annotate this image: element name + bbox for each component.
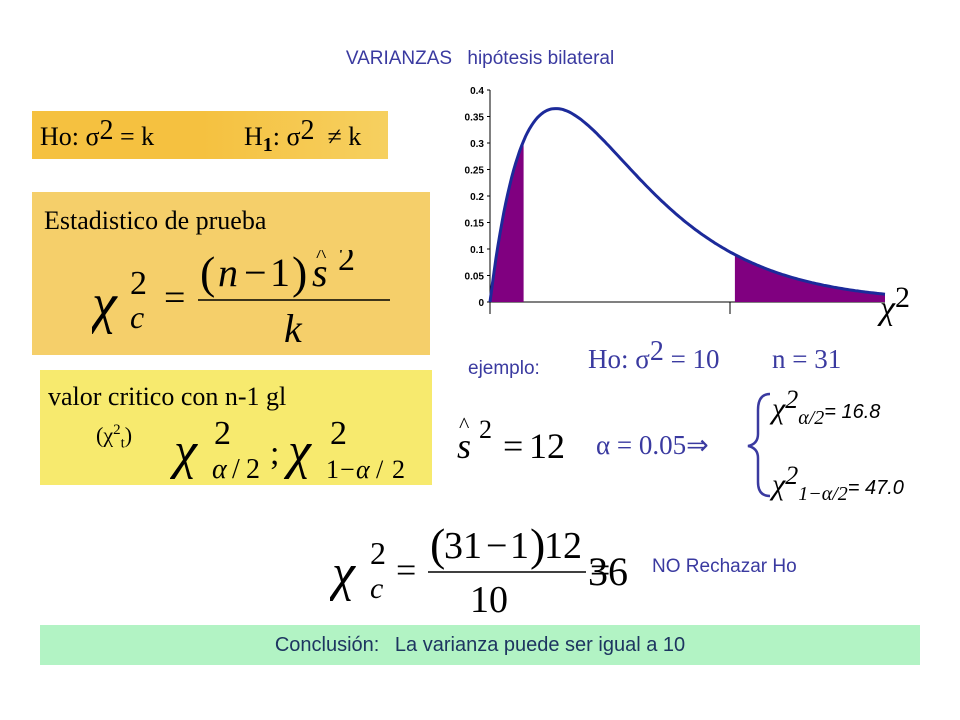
svg-text:α: α	[356, 455, 371, 484]
y-tick-label: 0.05	[465, 272, 485, 283]
svg-text:^: ^	[459, 412, 470, 437]
svg-text:/: /	[376, 455, 384, 484]
svg-text:k: k	[284, 306, 303, 350]
x-axis-label: χ2	[880, 281, 910, 327]
critical-low-value: = 16.8	[824, 401, 881, 423]
y-axis-ticks: 0 0.05 0.1 0.15 0.2 0.25 0.3 0.35 0.4	[465, 86, 490, 309]
svg-text:=: =	[396, 550, 416, 590]
decision: NO Rechazar Ho	[652, 556, 797, 577]
svg-text:/: /	[232, 454, 240, 485]
title-main: VARIANZAS	[345, 48, 453, 69]
hypotheses-box: Ho: σ2 = k H1: σ2 ≠ k	[32, 111, 388, 159]
svg-text:=: =	[164, 277, 185, 319]
svg-text:10: 10	[470, 579, 508, 620]
svg-text:): )	[530, 520, 545, 570]
svg-text:−: −	[244, 250, 267, 295]
svg-text:1: 1	[326, 455, 339, 484]
critical-notation: (χ2t)	[96, 422, 133, 452]
svg-text:2: 2	[246, 454, 260, 485]
statistic-formula: χ 2 c = ( n − 1 ) s ^ 2 k	[92, 250, 390, 350]
calculation-formula: χ 2 c = ( 31 − 1 ) 12 10 =	[330, 520, 610, 620]
page-title: VARIANZAS hipótesis bilateral	[0, 48, 960, 70]
svg-text:χ: χ	[330, 545, 356, 602]
density-curve	[488, 107, 886, 303]
svg-text:χ: χ	[170, 423, 198, 480]
alpha-value: α = 0.05⇒	[596, 430, 709, 460]
critical-value-box: valor critico con n-1 gl (χ2t) χ 2 α / 2…	[40, 370, 432, 485]
svg-text:31: 31	[444, 525, 482, 567]
svg-text:2: 2	[338, 250, 355, 278]
y-tick-label: 0.2	[470, 192, 484, 203]
svg-text:=: =	[503, 426, 523, 466]
y-tick-label: 0.4	[470, 86, 484, 97]
svg-text:): )	[292, 250, 307, 298]
svg-text:^: ^	[316, 250, 327, 267]
svg-text:2: 2	[392, 455, 405, 484]
example-n: n = 31	[772, 344, 842, 374]
y-tick-label: 0.15	[465, 219, 485, 230]
svg-text:(: (	[200, 250, 215, 298]
test-statistic-box: Estadistico de prueba χ 2 c = ( n − 1 ) …	[32, 192, 430, 355]
svg-text:2: 2	[214, 415, 231, 452]
svg-text:=: =	[590, 550, 610, 590]
alt-hypothesis: H1: σ2 ≠ k	[244, 115, 362, 156]
svg-text:c: c	[370, 572, 383, 605]
chi-square-chart: 0 0.05 0.1 0.15 0.2 0.25 0.3 0.35 0.4	[465, 86, 886, 314]
conclusion-label: Conclusión:	[274, 634, 380, 656]
right-tail-region	[734, 254, 885, 302]
y-tick-label: 0.1	[470, 245, 484, 256]
svg-text:2: 2	[479, 415, 492, 444]
conclusion-text: La varianza puede ser igual a 10	[394, 634, 686, 656]
left-tail-region	[490, 141, 524, 302]
svg-text:s: s	[312, 250, 328, 295]
example-label: ejemplo:	[468, 358, 540, 379]
svg-text:12: 12	[544, 525, 582, 567]
y-tick-label: 0.3	[470, 139, 484, 150]
svg-text:12: 12	[529, 426, 565, 466]
critical-high-value: = 47.0	[847, 477, 904, 499]
y-tick-label: 0.25	[465, 166, 485, 177]
svg-text:α: α	[212, 454, 228, 485]
svg-text:2: 2	[370, 535, 386, 571]
critical-label: valor critico con n-1 gl	[48, 382, 287, 411]
y-tick-label: 0	[478, 298, 484, 309]
svg-text:s: s	[457, 426, 471, 466]
y-tick-label: 0.35	[465, 113, 485, 124]
svg-text:χ: χ	[92, 273, 118, 335]
critical-formula: χ 2 α / 2 ; χ 2 1 − α / 2	[170, 415, 405, 485]
title-sub: hipótesis bilateral	[467, 48, 615, 69]
svg-text:2: 2	[130, 265, 147, 302]
svg-text:c: c	[130, 299, 144, 335]
conclusion-bar: Conclusión: La varianza puede ser igual …	[40, 625, 920, 665]
svg-text:2: 2	[330, 415, 347, 452]
svg-text:(: (	[430, 520, 445, 570]
svg-text:1: 1	[270, 250, 290, 295]
critical-high: χ21−α/2= 47.0	[772, 461, 904, 505]
critical-low: χ2α/2= 16.8	[772, 385, 881, 429]
svg-text:n: n	[218, 250, 238, 295]
sample-variance: s ^ 2 = 12	[457, 412, 565, 466]
svg-text:1: 1	[510, 525, 529, 567]
null-hypothesis: Ho: σ2 = k	[40, 115, 155, 151]
svg-text:−: −	[340, 455, 355, 484]
svg-text:;: ;	[270, 435, 279, 472]
svg-text:χ: χ	[283, 423, 312, 480]
statistic-label: Estadistico de prueba	[44, 206, 267, 235]
brace	[747, 392, 771, 498]
calculation-result: 36	[588, 549, 628, 594]
svg-text:−: −	[486, 525, 507, 567]
example-h0: Ho: σ2 = 10	[588, 336, 720, 374]
